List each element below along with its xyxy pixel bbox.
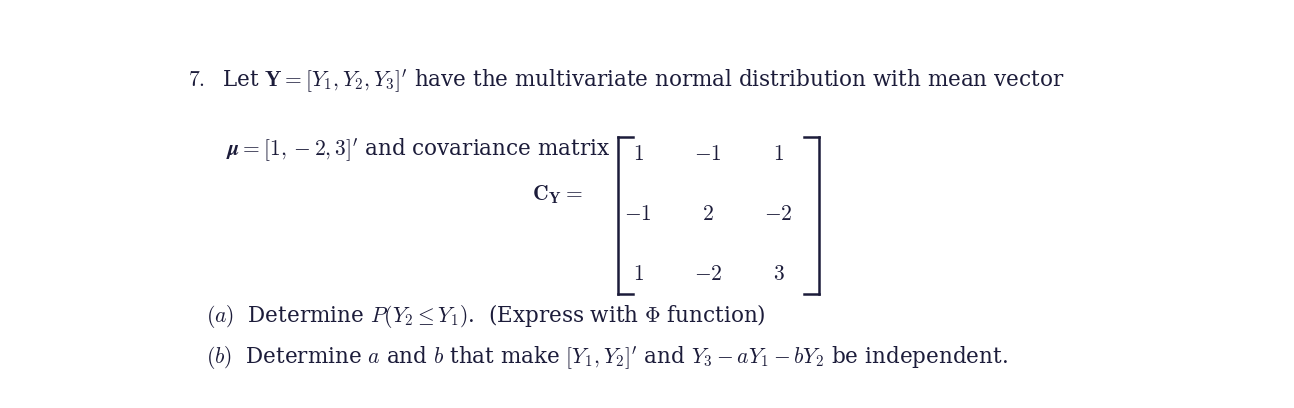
- Text: $3$: $3$: [773, 263, 784, 285]
- Text: $-2$: $-2$: [765, 203, 793, 225]
- Text: $-2$: $-2$: [694, 263, 722, 285]
- Text: $\mathbf{C}_{\mathbf{Y}} =$: $\mathbf{C}_{\mathbf{Y}} =$: [532, 184, 584, 206]
- Text: $\boldsymbol{\mu} = [1, -2, 3]'$ and covariance matrix: $\boldsymbol{\mu} = [1, -2, 3]'$ and cov…: [226, 137, 609, 164]
- Text: $(b)$  Determine $a$ and $b$ that make $[Y_1, Y_2]'$ and $Y_3 - aY_1 - bY_2$ be : $(b)$ Determine $a$ and $b$ that make $[…: [206, 344, 1008, 372]
- Text: $7.$  Let $\mathbf{Y} = [Y_1, Y_2, Y_3]'$ have the multivariate normal distribut: $7.$ Let $\mathbf{Y} = [Y_1, Y_2, Y_3]'$…: [188, 68, 1064, 95]
- Text: $1$: $1$: [773, 143, 784, 165]
- Text: $1$: $1$: [633, 263, 643, 285]
- Text: $-1$: $-1$: [695, 143, 722, 165]
- Text: $2$: $2$: [703, 203, 714, 225]
- Text: $(a)$  Determine $P(Y_2 \leq Y_1)$.  (Express with $\Phi$ function): $(a)$ Determine $P(Y_2 \leq Y_1)$. (Expr…: [206, 302, 766, 330]
- Text: $-1$: $-1$: [624, 203, 652, 225]
- Text: $1$: $1$: [633, 143, 643, 165]
